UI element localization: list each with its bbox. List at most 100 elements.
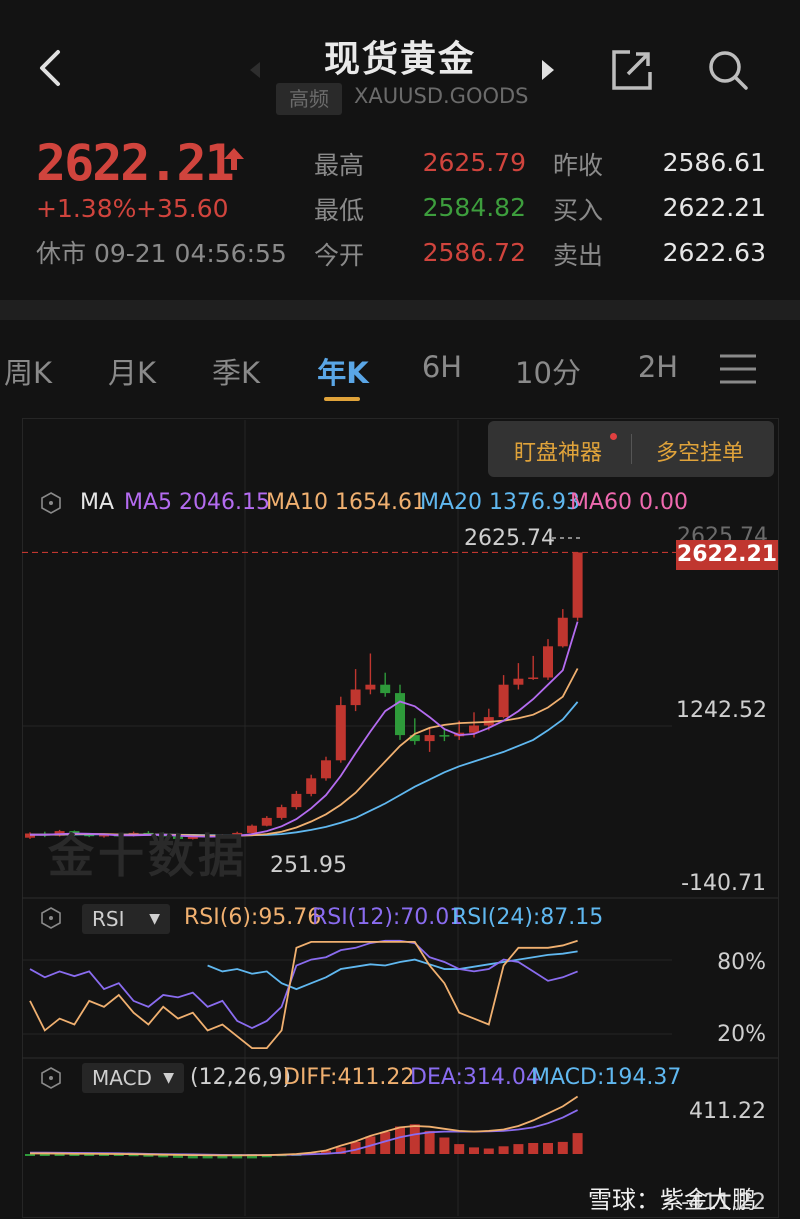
- stat-value-high: 2625.79: [422, 148, 526, 177]
- diff-line: [30, 1095, 579, 1157]
- macd-bar: [469, 1147, 479, 1154]
- share-icon[interactable]: [608, 46, 656, 94]
- candle-body: [187, 835, 198, 839]
- rsi24-value: RSI(24):87.15: [452, 905, 604, 930]
- stat-label-prev-close: 昨收: [553, 151, 604, 180]
- tab-6h[interactable]: 6H: [421, 350, 463, 384]
- macd-bar: [113, 1154, 124, 1156]
- arrow-up-icon: [224, 148, 244, 170]
- rsi12-value: RSI(12):70.01: [312, 905, 464, 930]
- chevron-down-icon: ▼: [163, 1070, 174, 1086]
- rsi-axis-bottom: 20%: [717, 1022, 766, 1047]
- ma-label: MA: [80, 490, 115, 515]
- price-axis-bottom: -140.71: [681, 871, 766, 896]
- stat-label-low: 最低: [314, 196, 365, 225]
- rsi-indicator-select[interactable]: RSI ▼: [82, 904, 170, 934]
- rsi-select-label: RSI: [92, 907, 125, 931]
- macd-bar: [143, 1154, 154, 1157]
- dea-line: [30, 1109, 579, 1156]
- macd-bar: [39, 1154, 50, 1156]
- macd-value: MACD:194.37: [531, 1065, 682, 1090]
- back-arrow-icon[interactable]: [30, 46, 74, 90]
- tab-10min[interactable]: 10分: [515, 356, 581, 390]
- candle-body: [365, 684, 376, 690]
- hexagon-settings-icon[interactable]: [40, 1067, 62, 1089]
- change-amount: +35.60: [136, 194, 229, 223]
- hexagon-settings-icon[interactable]: [40, 492, 62, 514]
- price-axis-mid: 1242.52: [676, 698, 767, 723]
- chevron-down-icon: ▼: [149, 911, 160, 927]
- macd-bar: [498, 1146, 509, 1154]
- candle-body: [498, 684, 509, 718]
- stat-value-ask: 2622.63: [662, 238, 766, 267]
- candle-body: [173, 836, 183, 839]
- current-price-tag: 2622.21: [676, 540, 778, 570]
- macd-bar: [128, 1154, 139, 1157]
- tab-year[interactable]: 年K: [317, 356, 369, 390]
- macd-bar: [513, 1144, 524, 1154]
- stat-label-high: 最高: [314, 151, 365, 180]
- candle-body: [306, 778, 317, 794]
- macd-bar: [454, 1144, 465, 1154]
- ma5-line: [30, 621, 579, 838]
- macd-bar: [173, 1154, 183, 1158]
- rsi12-line: [29, 939, 578, 1030]
- menu-icon[interactable]: [718, 352, 758, 386]
- macd-bar: [424, 1130, 435, 1154]
- candle-body: [350, 689, 361, 706]
- rsi-axis-top: 80%: [717, 950, 766, 975]
- dea-value: DEA:314.04: [410, 1065, 540, 1090]
- next-symbol-icon[interactable]: [536, 56, 560, 84]
- rsi24-line: [207, 950, 578, 991]
- macd-bar: [380, 1132, 391, 1154]
- candle-body: [513, 678, 524, 685]
- macd-bar: [350, 1141, 361, 1154]
- change-percent: +1.38%: [36, 194, 137, 223]
- ma20-value: MA20 1376.93: [420, 490, 580, 515]
- macd-bar: [335, 1147, 346, 1154]
- hexagon-settings-icon[interactable]: [40, 907, 62, 929]
- monitor-tool-button[interactable]: 盯盘神器: [514, 441, 603, 466]
- candle-body: [321, 760, 331, 779]
- candle-body: [261, 817, 272, 826]
- candle-body: [395, 693, 405, 736]
- tab-month[interactable]: 月K: [107, 356, 157, 390]
- orders-tool-button[interactable]: 多空挂单: [656, 441, 745, 466]
- macd-bar: [247, 1154, 257, 1159]
- macd-bar: [99, 1154, 109, 1156]
- ma10-line: [30, 668, 579, 837]
- candle-body: [247, 825, 257, 833]
- macd-axis-bottom: -411.22: [681, 1190, 766, 1215]
- prev-symbol-icon[interactable]: [244, 58, 268, 82]
- macd-bar: [321, 1150, 331, 1154]
- ma60-value: MA60 0.00: [570, 490, 689, 515]
- tab-quarter[interactable]: 季K: [211, 356, 261, 390]
- macd-params: (12,26,9): [190, 1065, 292, 1090]
- low-price-marker: 251.95: [270, 853, 347, 878]
- stat-label-ask: 卖出: [553, 241, 604, 270]
- frequency-badge: 高频: [276, 83, 342, 115]
- macd-indicator-select[interactable]: MACD ▼: [82, 1063, 184, 1093]
- candle-body: [409, 735, 420, 742]
- macd-bar: [69, 1154, 80, 1156]
- high-price-marker: 2625.74: [464, 526, 555, 551]
- tool-separator: [631, 434, 632, 464]
- chart-panel[interactable]: [22, 418, 779, 1218]
- candle-body: [543, 646, 553, 678]
- data-watermark: 金十数据: [48, 829, 248, 883]
- macd-axis-top: 411.22: [689, 1099, 766, 1124]
- search-icon[interactable]: [704, 46, 752, 94]
- page-title: 现货黄金: [323, 39, 476, 80]
- macd-bar: [187, 1154, 198, 1159]
- macd-bar: [395, 1126, 405, 1154]
- candle-body: [25, 833, 35, 838]
- last-price: 2622.21: [36, 134, 235, 192]
- tab-2h[interactable]: 2H: [637, 350, 679, 384]
- candle-body: [439, 735, 450, 737]
- candle-body: [335, 705, 346, 761]
- tab-week[interactable]: 周K: [3, 356, 53, 390]
- candle-body: [380, 684, 391, 694]
- macd-bar: [54, 1154, 65, 1156]
- ma5-value: MA5 2046.15: [124, 490, 270, 515]
